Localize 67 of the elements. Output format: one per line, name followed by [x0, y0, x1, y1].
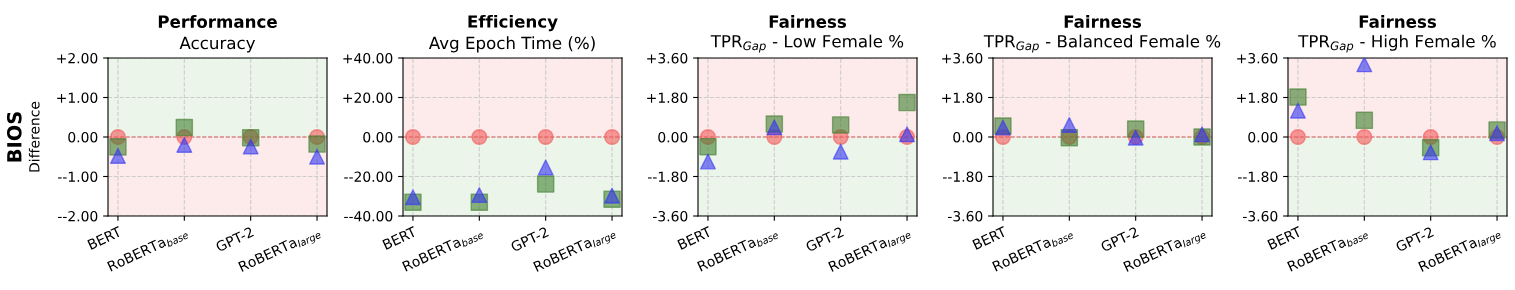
point — [471, 129, 488, 145]
point — [604, 187, 621, 204]
y-tick-label: +1.80 — [1237, 92, 1278, 103]
y-tick-label: --40.00 — [344, 210, 393, 222]
point — [604, 129, 621, 145]
point — [109, 147, 126, 164]
chart-title: Fairness — [1359, 15, 1437, 28]
y-tick-label: +3.60 — [942, 52, 983, 64]
y-tick-label: +3.60 — [647, 52, 688, 64]
y-tick-label: +1.00 — [57, 92, 98, 103]
y-axis-title: Difference — [28, 101, 40, 172]
chart-title: Fairness — [1064, 15, 1142, 28]
y-tick-label: --1.80 — [1238, 171, 1278, 182]
y-tick-label: 0.00 — [1248, 131, 1278, 143]
y-tick-label: 0.00 — [658, 131, 688, 143]
chart-subtitle: TPR$_{Gap}$ - High Female % — [1298, 34, 1496, 53]
y-tick-label: +40.00 — [343, 52, 393, 64]
point — [699, 153, 716, 170]
point — [766, 119, 783, 136]
chart-subtitle: TPR$_{Gap}$ - Balanced Female % — [983, 34, 1221, 53]
y-tick-label: -3.60 — [948, 210, 983, 222]
point — [471, 187, 488, 204]
point — [832, 143, 849, 160]
point — [1289, 88, 1307, 106]
point — [404, 129, 421, 145]
point — [898, 93, 916, 112]
point — [1289, 102, 1306, 119]
chart-title: Efficiency — [468, 14, 558, 32]
y-tick-label: --1.00 — [58, 171, 98, 182]
point — [537, 129, 554, 145]
point — [109, 138, 127, 156]
y-tick-label: +2.00 — [57, 52, 98, 64]
chart-title: Performance — [158, 15, 277, 28]
point — [308, 135, 326, 153]
point — [404, 189, 421, 206]
point — [537, 159, 554, 176]
point — [1356, 58, 1373, 73]
y-tick-label: -3.60 — [653, 210, 688, 222]
chart-title: Fairness — [769, 15, 847, 28]
point — [176, 136, 193, 153]
chart-subtitle: Accuracy — [179, 36, 256, 53]
point — [175, 118, 194, 137]
point — [1489, 125, 1506, 142]
point — [309, 148, 326, 165]
y-tick-label: +1.80 — [647, 92, 688, 103]
text: BIOS — [6, 112, 22, 162]
point — [1356, 129, 1373, 145]
chart-subtitle: TPR$_{Gap}$ - Low Female % — [710, 34, 904, 53]
y-tick-label: +1.80 — [942, 92, 983, 103]
y-tick-label: 0.00 — [363, 131, 393, 143]
point — [1061, 116, 1078, 133]
point — [831, 116, 850, 134]
y-tick-label: 0.00 — [953, 131, 983, 143]
chart-subtitle: Avg Epoch Time (%) — [428, 36, 595, 53]
point — [1422, 144, 1439, 161]
point — [1289, 129, 1306, 145]
y-tick-label: --1.80 — [648, 171, 688, 182]
y-tick-label: --20.00 — [344, 171, 393, 182]
y-tick-label: +3.60 — [1237, 52, 1278, 64]
y-tick-label: +20.00 — [343, 92, 393, 103]
y-tick-label: -3.60 — [1243, 210, 1278, 222]
y-tick-label: --2.00 — [58, 210, 98, 222]
point — [699, 137, 717, 156]
y-tick-label: --1.80 — [943, 171, 983, 182]
point — [1355, 111, 1374, 130]
y-tick-label: 0.00 — [68, 131, 98, 143]
point — [536, 175, 555, 193]
